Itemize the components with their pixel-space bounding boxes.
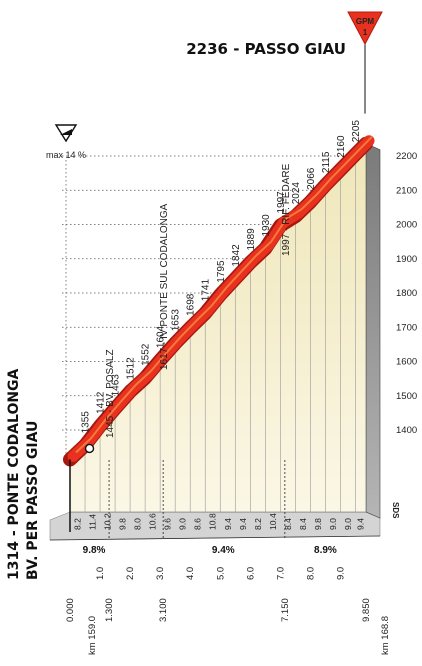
gradient-label-18: 9.0 [343,518,353,530]
gradient-label-14: 8.4 [283,518,293,530]
y-tick-label-2000: 2000 [396,220,417,231]
y-tick-label-1800: 1800 [396,288,417,299]
elevation-label-1552: 1552 [141,343,152,366]
sds-mark: SDS [391,502,400,519]
elevation-label-1795: 1795 [216,260,227,283]
x-tick-8.0: 8.0 [305,567,316,580]
x-tick-5.0: 5.0 [215,567,226,580]
km-end-label: km 168.8 [380,616,391,655]
gradient-label-19: 9.4 [356,518,366,530]
max-grade-label: max 14 % [46,150,86,160]
gradient-label-2: 10.2 [103,513,113,530]
gradient-label-17: 9.0 [328,518,338,530]
elevation-label-1997: 1997 [276,191,287,214]
gradient-label-7: 9.0 [178,518,188,530]
steep-grade-slope-icon [60,129,72,135]
start-marker-icon [84,443,95,454]
gpm-label: GPM [356,17,375,26]
y-tick-label-1400: 1400 [396,425,417,436]
gradient-label-3: 9.8 [118,518,128,530]
y-tick-label-1900: 1900 [396,254,417,265]
y-tick-label-2200: 2200 [396,151,417,162]
x-bottom-tick-3.100: 3.100 [158,598,169,622]
x-tick-3.0: 3.0 [155,567,166,580]
gradient-label-4: 8.0 [133,518,143,530]
x-tick-6.0: 6.0 [245,567,256,580]
ground-baseline [49,535,381,541]
road-highlight [75,135,373,454]
chart-labels: 1400 1500 1600 1700 1800 1900 2000 2100 2200 1355… [65,120,417,622]
elevation-label-1698: 1698 [186,293,197,316]
x-tick-7.0: 7.0 [275,567,286,580]
start-sub-label: BV. PER PASSO GIAU [25,421,41,580]
poi-label-1: 1617 - IV PONTE SUL CODALONGA [159,203,170,370]
elevation-label-1653: 1653 [171,309,182,332]
elevation-label-2115: 2115 [321,151,332,173]
x-bottom-tick-7.150: 7.150 [280,598,291,622]
gpm-badge: GPM 1 [347,11,383,46]
gradient-label-12: 8.2 [253,518,263,530]
right-side-face [365,143,381,519]
x-tick-1.0: 1.0 [95,567,106,580]
elevation-label-1512: 1512 [126,357,137,380]
x-tick-2.0: 2.0 [125,567,136,580]
gradient-label-11: 9.4 [238,518,248,530]
km-start-label: km 159.0 [87,616,98,655]
gradient-label-6: 9.6 [163,518,173,530]
y-tick-label-1700: 1700 [396,322,417,333]
elevation-label-2024: 2024 [291,182,302,205]
elevation-label-2160: 2160 [336,135,347,158]
elevation-label-1355: 1355 [81,411,92,434]
chart-title: 2236 - PASSO GIAU [186,40,346,58]
gradient-label-5: 10.6 [148,513,158,530]
gradient-label-10: 9.4 [223,518,233,530]
road-line [63,135,375,467]
elevation-stems [84,154,356,538]
gradient-label-8: 8.6 [193,518,203,530]
gradient-label-16: 9.8 [313,518,323,530]
gradient-label-9: 10.8 [208,513,218,530]
gradient-label-0: 8.2 [73,518,83,530]
x-tick-9.0: 9.0 [335,567,346,580]
segment-average-0: 9.8% [83,545,106,556]
elevation-label-1412: 1412 [96,391,107,414]
segment-average-2: 8.9% [314,545,337,556]
elevation-label-2205: 2205 [351,120,362,143]
gradient-label-15: 8.4 [298,518,308,530]
start-elevation-label: 1314 - PONTE CODALONGA [6,368,22,580]
y-tick-label-1600: 1600 [396,357,417,368]
elevation-label-2066: 2066 [306,167,317,190]
elevation-label-1604: 1604 [156,325,167,348]
chart-axes [69,44,366,532]
gradient-label-1: 11.4 [88,514,98,530]
elevation-label-1463: 1463 [111,374,122,397]
y-tick-label-2100: 2100 [396,185,417,196]
elevation-label-1889: 1889 [246,228,257,251]
elevation-label-1842: 1842 [231,244,242,267]
gradient-label-13: 10.4 [268,513,278,530]
max-grade-badge: max 14 % [46,124,86,160]
poi-label-2: 1997 - RIF. FEDARE [281,163,292,256]
x-bottom-tick-1.300: 1.300 [104,598,115,622]
poi-label-0: 1445 - BV. POSALZ [105,349,116,438]
gpm-triangle-icon [347,11,383,46]
profile-area [69,142,381,519]
ground-band [49,511,381,541]
segment-average-1: 9.4% [212,545,235,556]
x-bottom-tick-0.000: 0.000 [65,598,76,622]
y-tick-label-1500: 1500 [396,391,417,402]
elevation-label-1930: 1930 [261,214,272,237]
gpm-category: 1 [363,28,368,37]
x-bottom-tick-9.850: 9.850 [361,598,372,622]
elevation-label-1741: 1741 [201,279,212,302]
x-tick-4.0: 4.0 [185,567,196,580]
